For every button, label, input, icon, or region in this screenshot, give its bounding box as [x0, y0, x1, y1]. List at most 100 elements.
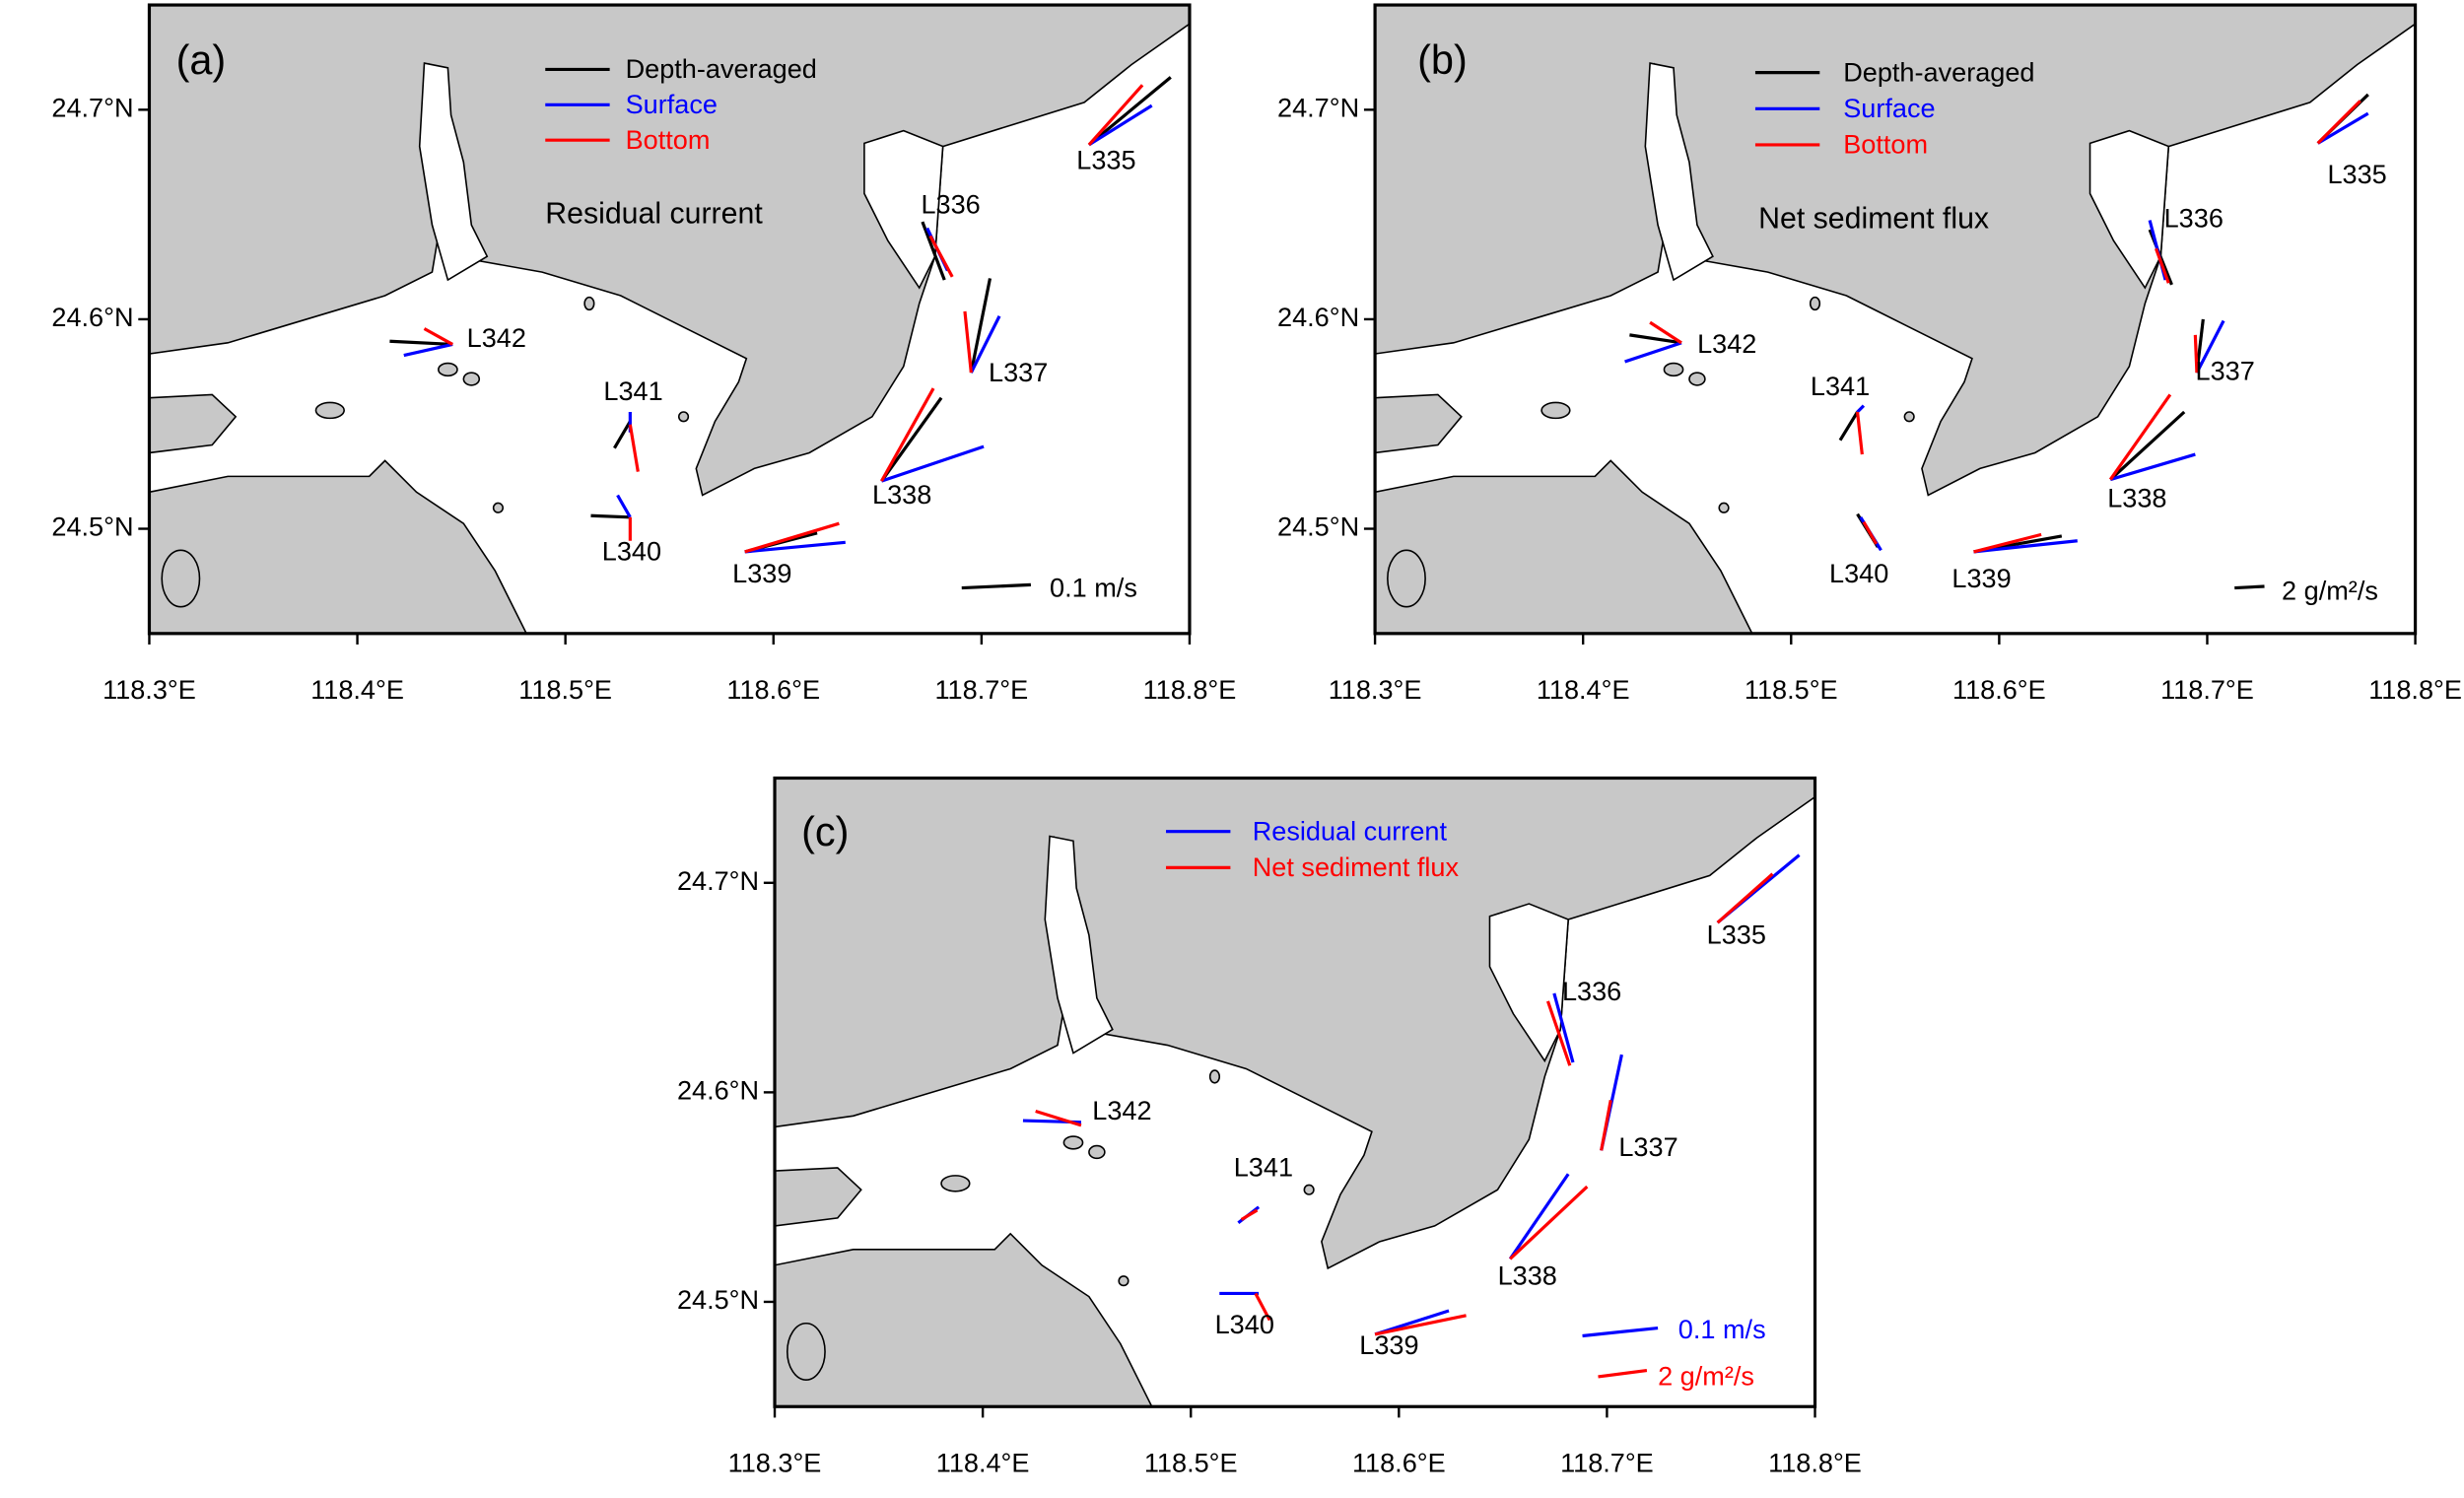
- y-tick-label: 24.5°N: [51, 511, 133, 542]
- panel-label: (a): [176, 36, 227, 83]
- vector: [969, 315, 1001, 374]
- x-tick-label: 118.6°E: [726, 674, 820, 705]
- station-label: L342: [467, 322, 526, 353]
- vector: [1374, 1314, 1467, 1336]
- station-label: L336: [921, 188, 980, 219]
- vector: [1855, 411, 1864, 455]
- vector: [1973, 532, 2042, 554]
- station-label: L337: [989, 357, 1048, 387]
- x-tick-label: 118.7°E: [2160, 674, 2254, 705]
- vector: [590, 513, 631, 519]
- scale-arrow: [1582, 1326, 1659, 1338]
- station-label: L342: [1697, 328, 1756, 359]
- vector: [1545, 1000, 1572, 1066]
- legend-label: Net sediment flux: [1253, 851, 1460, 882]
- station-label: L339: [1359, 1329, 1418, 1360]
- x-tick-label: 118.5°E: [518, 674, 612, 705]
- vector: [1624, 341, 1682, 364]
- x-tick-label: 118.4°E: [1537, 674, 1630, 705]
- vector: [1716, 872, 1774, 924]
- x-tick-label: 118.3°E: [103, 674, 196, 705]
- x-tick-label: 118.3°E: [1329, 674, 1422, 705]
- legend-label: Depth-averaged: [626, 53, 817, 84]
- y-tick-label: 24.5°N: [1277, 511, 1359, 542]
- legend-label: Surface: [1843, 93, 1935, 123]
- station-label: L341: [603, 375, 662, 406]
- vector: [613, 420, 632, 449]
- vector: [1088, 103, 1153, 147]
- x-tick-label: 118.8°E: [2368, 674, 2462, 705]
- x-tick-label: 118.7°E: [1560, 1447, 1654, 1477]
- station-label: L335: [2327, 159, 2386, 189]
- vector: [928, 235, 954, 278]
- vector: [1973, 539, 2078, 554]
- scale-label: 0.1 m/s: [1678, 1314, 1766, 1344]
- station-label: L336: [2164, 203, 2224, 234]
- y-tick-label: 24.5°N: [677, 1284, 759, 1315]
- y-tick-label: 24.6°N: [51, 302, 133, 332]
- x-tick-label: 118.8°E: [1768, 1447, 1862, 1477]
- scale-arrow: [1598, 1368, 1648, 1379]
- vector: [1600, 1100, 1612, 1151]
- vector: [1856, 404, 1866, 414]
- station-label: L340: [602, 536, 661, 567]
- x-tick-label: 118.3°E: [728, 1447, 822, 1477]
- station-label: L342: [1092, 1095, 1151, 1125]
- station-label: L337: [2196, 355, 2255, 385]
- vector: [1552, 992, 1575, 1063]
- legend-label: Depth-averaged: [1843, 56, 2034, 87]
- station-label: L335: [1076, 145, 1135, 175]
- legend-label: Surface: [626, 89, 718, 119]
- station-label: L338: [872, 479, 931, 510]
- scale-label: 2 g/m²/s: [2282, 576, 2378, 606]
- scale-arrow: [961, 582, 1031, 590]
- legend-label: Bottom: [1843, 129, 1928, 160]
- map-panel: 118.3°E 118.4°E 118.5°E 118.6°E 118.7°E 118.8…: [51, 3, 1236, 705]
- vector: [1254, 1292, 1271, 1322]
- y-tick-label: 24.7°N: [677, 865, 759, 896]
- x-tick-label: 118.6°E: [1952, 674, 2046, 705]
- map-panel: 118.3°E 118.4°E 118.5°E 118.6°E 118.7°E 118.8…: [677, 776, 1862, 1477]
- vector: [1508, 1173, 1570, 1260]
- station-label: L341: [1234, 1152, 1293, 1183]
- x-tick-label: 118.4°E: [936, 1447, 1030, 1477]
- vector: [880, 444, 985, 483]
- vector: [389, 339, 453, 347]
- scale-label: 0.1 m/s: [1050, 572, 1137, 602]
- vector: [880, 387, 935, 482]
- vector: [921, 221, 946, 281]
- vector: [1087, 84, 1144, 147]
- station-label: L339: [1951, 563, 2011, 593]
- station-label: L341: [1811, 371, 1870, 401]
- station-label: L336: [1562, 976, 1621, 1006]
- vector: [1240, 1208, 1259, 1221]
- scale-arrow: [2234, 584, 2265, 590]
- panel-label: (b): [1417, 36, 1468, 83]
- vector: [2109, 452, 2196, 482]
- station-label: L338: [1498, 1260, 1557, 1291]
- annotation: Residual current: [545, 198, 763, 231]
- x-tick-label: 118.5°E: [1144, 1447, 1238, 1477]
- map-panel: 118.3°E 118.4°E 118.5°E 118.6°E 118.7°E 118.8…: [1277, 3, 2462, 705]
- y-tick-label: 24.7°N: [51, 93, 133, 123]
- x-tick-label: 118.4°E: [310, 674, 404, 705]
- vector: [963, 310, 973, 374]
- legend-label: Bottom: [626, 124, 711, 155]
- station-label: L340: [1215, 1309, 1274, 1339]
- vector: [1862, 520, 1879, 545]
- vector: [2316, 111, 2369, 145]
- vector: [616, 494, 632, 518]
- vector: [969, 278, 992, 374]
- vector: [1629, 333, 1682, 345]
- vector: [2109, 410, 2186, 481]
- station-label: L340: [1829, 558, 1888, 588]
- x-tick-label: 118.6°E: [1352, 1447, 1446, 1477]
- vector: [1838, 411, 1859, 442]
- vector: [2108, 393, 2172, 481]
- x-tick-label: 118.7°E: [935, 674, 1029, 705]
- vector: [2193, 334, 2199, 374]
- scale-label: 2 g/m²/s: [1658, 1361, 1754, 1392]
- y-tick-label: 24.6°N: [1277, 302, 1359, 332]
